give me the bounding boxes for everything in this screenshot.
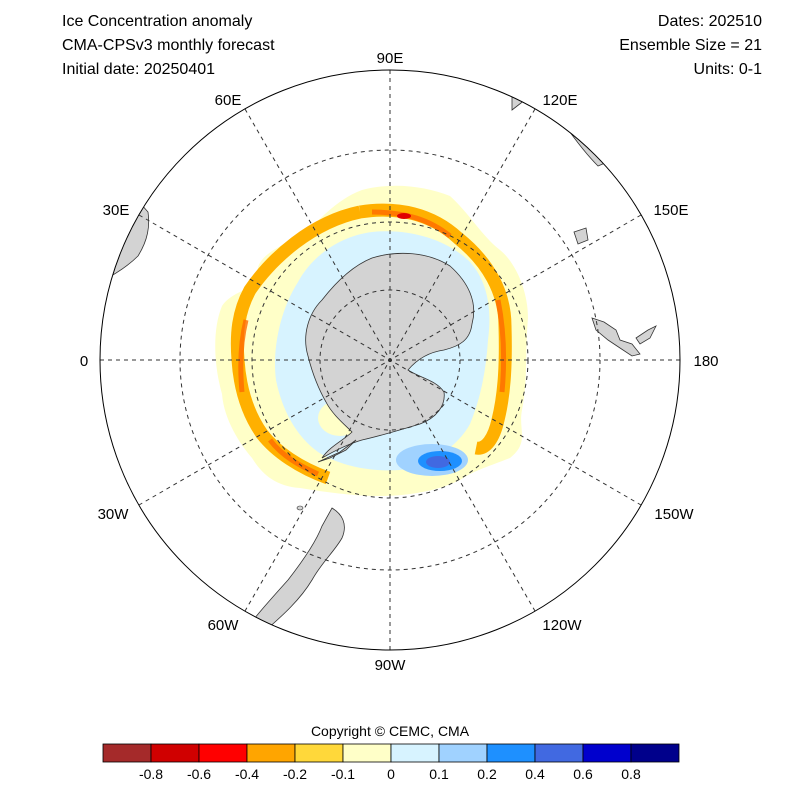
colorbar-tick-label: 0.8 — [621, 766, 641, 782]
units-label: Units: 0-1 — [693, 61, 762, 78]
title-block: Ice Concentration anomaly CMA-CPSv3 mont… — [62, 12, 275, 84]
colorbar-tick-label: -0.4 — [235, 766, 259, 782]
lon-label-30w: 30W — [98, 506, 130, 523]
lon-label-90w: 90W — [375, 657, 407, 674]
new-zealand-landmass — [591, 317, 657, 357]
colorbar-tick-label: 0 — [387, 766, 395, 782]
colorbar-swatch — [630, 743, 680, 763]
lon-label-120w: 120W — [542, 617, 582, 634]
south-america-landmass — [179, 507, 345, 650]
title-line-1: Ice Concentration anomaly — [62, 13, 253, 30]
title-line-2: CMA-CPSv3 monthly forecast — [62, 37, 275, 54]
colorbar-tick-labels: -0.8 -0.6 -0.4 -0.2 -0.1 0 0.1 0.2 0.4 0.6 0.8 — [139, 766, 641, 782]
colorbar-swatch — [342, 743, 392, 763]
dates-label: Dates: 202510 — [657, 13, 762, 30]
australia-landmass — [511, 79, 680, 201]
colorbar-swatch — [438, 743, 488, 763]
colorbar-swatch — [102, 743, 152, 763]
title-line-3: Initial date: 20250401 — [62, 61, 216, 78]
lon-label-120e: 120E — [542, 92, 577, 109]
colorbar-tick-label: -0.6 — [187, 766, 211, 782]
colorbar-swatch — [534, 743, 584, 763]
colorbar-swatch — [294, 743, 344, 763]
colorbar-swatch — [198, 743, 248, 763]
colorbar-tick-label: -0.8 — [139, 766, 163, 782]
meridian-lines — [100, 70, 680, 650]
lon-label-60w: 60W — [208, 617, 240, 634]
ensemble-size-label: Ensemble Size = 21 — [619, 37, 762, 54]
africa-landmass — [100, 179, 150, 283]
tasmania — [573, 227, 589, 245]
longitude-labels: 90E 120E 150E 180 150W 120W 90W 60W 30W … — [80, 50, 719, 674]
colorbar-swatch — [390, 743, 440, 763]
colorbar: Copyright © CEMC, CMA -0.8 -0.6 -0.4 -0.2 -0… — [102, 723, 680, 782]
colorbar-tick-label: 0.2 — [477, 766, 497, 782]
colorbar-tick-label: 0.1 — [429, 766, 449, 782]
lon-label-0: 0 — [80, 353, 88, 370]
colorbar-tick-label: 0.6 — [573, 766, 593, 782]
lon-label-180: 180 — [693, 353, 718, 370]
anomaly-spot-red — [397, 213, 411, 219]
map-content — [100, 70, 680, 650]
colorbar-swatches — [102, 743, 680, 763]
colorbar-swatch — [486, 743, 536, 763]
lon-label-150w: 150W — [654, 506, 694, 523]
colorbar-tick-label: 0.4 — [525, 766, 545, 782]
colorbar-swatch — [246, 743, 296, 763]
lon-label-90e: 90E — [377, 50, 404, 67]
colorbar-swatch — [150, 743, 200, 763]
info-block: Dates: 202510 Ensemble Size = 21 Units: … — [619, 12, 762, 84]
colorbar-tick-label: -0.1 — [331, 766, 355, 782]
map-border — [99, 69, 681, 651]
antarctic-peninsula — [317, 439, 357, 463]
lon-label-150e: 150E — [653, 202, 688, 219]
colorbar-tick-label: -0.2 — [283, 766, 307, 782]
copyright-label: Copyright © CEMC, CMA — [311, 723, 470, 739]
lon-label-60e: 60E — [215, 92, 242, 109]
colorbar-swatch — [582, 743, 632, 763]
island-falklands — [296, 505, 304, 511]
anomaly-ring-red — [238, 209, 507, 477]
anomaly-blob-deep-blue — [426, 456, 450, 468]
polar-map: 90E 120E 150E 180 150W 120W 90W 60W 30W … — [80, 50, 719, 674]
lon-label-30e: 30E — [103, 202, 130, 219]
